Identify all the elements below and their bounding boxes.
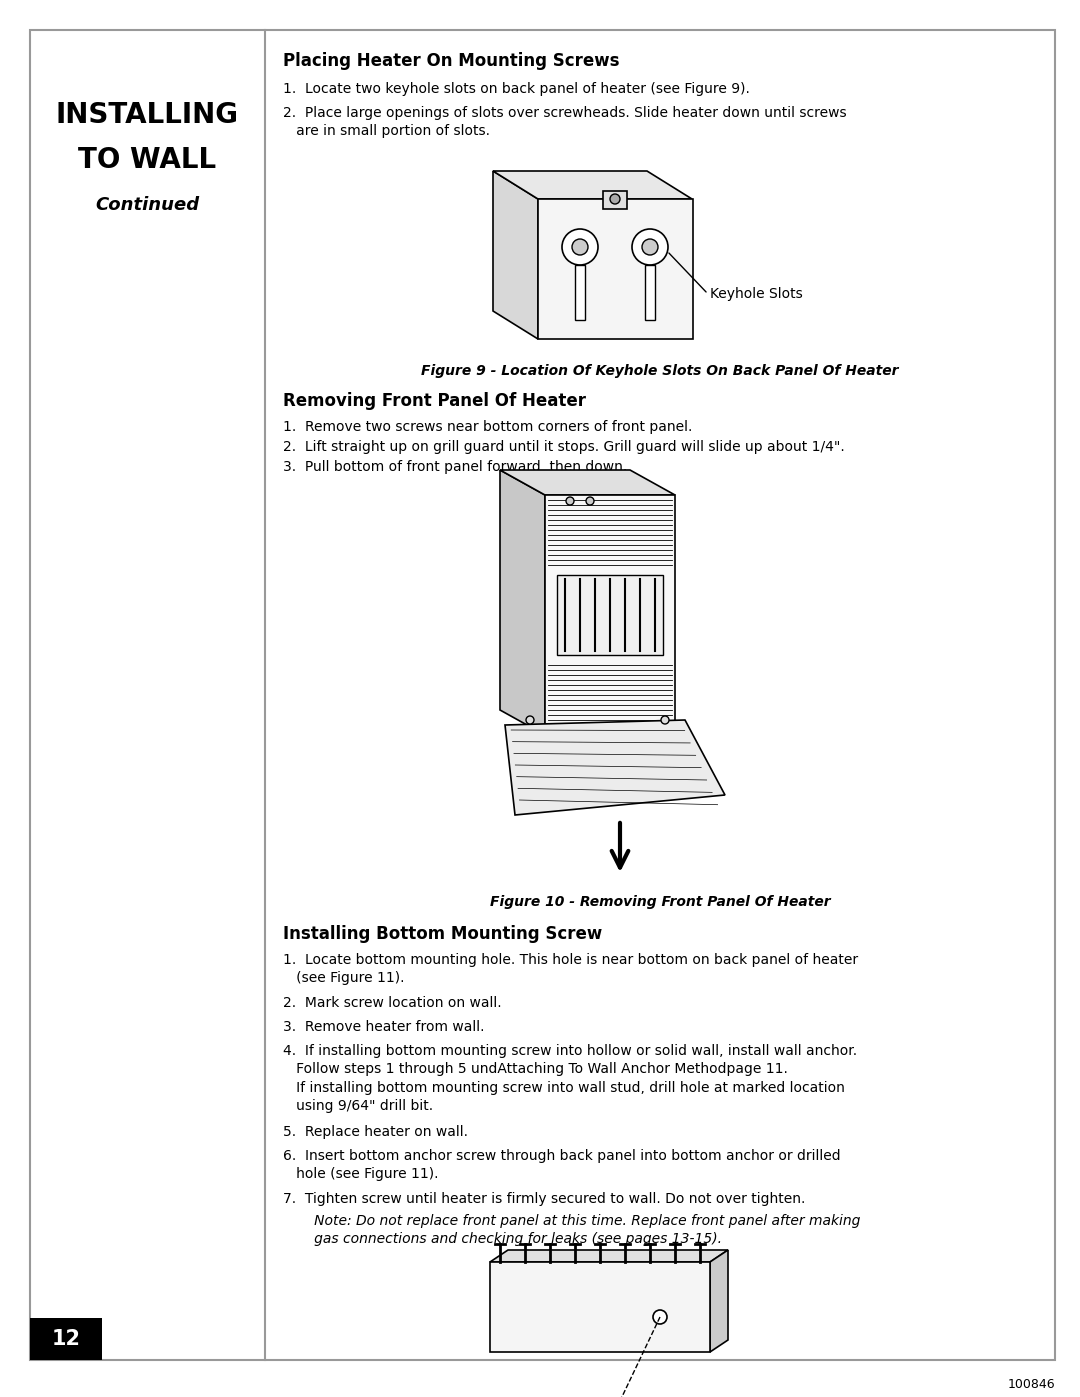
Text: 1.  Locate bottom mounting hole. This hole is near bottom on back panel of heate: 1. Locate bottom mounting hole. This hol… [283,953,859,985]
Text: 12: 12 [52,1329,81,1350]
Polygon shape [710,1250,728,1352]
Circle shape [566,497,573,504]
Text: 2.  Mark screw location on wall.: 2. Mark screw location on wall. [283,996,501,1010]
Bar [490,1261,710,1352]
Bar [645,265,654,320]
Text: 1.  Remove two screws near bottom corners of front panel.: 1. Remove two screws near bottom corners… [283,420,692,434]
Circle shape [586,497,594,504]
Text: 2.  Lift straight up on grill guard until it stops. Grill guard will slide up ab: 2. Lift straight up on grill guard until… [283,440,845,454]
Text: Note: Do not replace front panel at this time. Replace front panel after making
: Note: Do not replace front panel at this… [301,1214,861,1246]
Bar [557,576,663,655]
Polygon shape [505,719,725,814]
Bar [603,191,627,210]
Text: Placing Heater On Mounting Screws: Placing Heater On Mounting Screws [283,52,620,70]
Text: 5.  Replace heater on wall.: 5. Replace heater on wall. [283,1125,468,1139]
Bar [545,495,675,735]
Circle shape [653,1310,667,1324]
Polygon shape [492,170,538,339]
Text: Installing Bottom Mounting Screw: Installing Bottom Mounting Screw [283,925,603,943]
Circle shape [526,717,534,724]
Circle shape [642,239,658,256]
Text: Figure 10 - Removing Front Panel Of Heater: Figure 10 - Removing Front Panel Of Heat… [489,895,831,909]
Text: Removing Front Panel Of Heater: Removing Front Panel Of Heater [283,393,586,409]
Text: 100846: 100846 [1008,1377,1055,1391]
Polygon shape [490,1250,728,1261]
Bar [30,1317,102,1361]
Circle shape [572,239,588,256]
Text: 6.  Insert bottom anchor screw through back panel into bottom anchor or drilled
: 6. Insert bottom anchor screw through ba… [283,1148,840,1182]
Text: 1.  Locate two keyhole slots on back panel of heater (see Figure 9).: 1. Locate two keyhole slots on back pane… [283,82,750,96]
Text: 3.  Pull bottom of front panel forward, then down.: 3. Pull bottom of front panel forward, t… [283,460,627,474]
Bar [538,198,693,339]
Text: Figure 9 - Location Of Keyhole Slots On Back Panel Of Heater: Figure 9 - Location Of Keyhole Slots On … [421,365,899,379]
Circle shape [632,229,669,265]
Text: Continued: Continued [95,196,200,214]
Circle shape [610,194,620,204]
Text: 2.  Place large openings of slots over screwheads. Slide heater down until screw: 2. Place large openings of slots over sc… [283,106,847,138]
Text: INSTALLING: INSTALLING [56,101,239,129]
Polygon shape [500,469,545,735]
Bar [575,265,585,320]
Text: TO WALL: TO WALL [79,147,217,175]
Text: 4.  If installing bottom mounting screw into hollow or solid wall, install wall : 4. If installing bottom mounting screw i… [283,1044,858,1113]
Text: 7.  Tighten screw until heater is firmly secured to wall. Do not over tighten.: 7. Tighten screw until heater is firmly … [283,1192,806,1206]
Text: 3.  Remove heater from wall.: 3. Remove heater from wall. [283,1020,485,1034]
Polygon shape [500,469,675,495]
Circle shape [562,229,598,265]
Circle shape [661,717,669,724]
Text: Keyhole Slots: Keyhole Slots [710,286,802,300]
Polygon shape [492,170,692,198]
